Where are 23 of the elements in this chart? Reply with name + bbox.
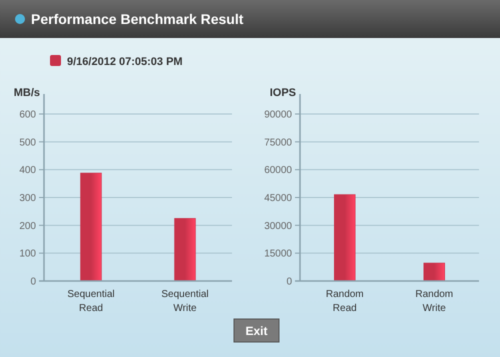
y-tick-label: 200 <box>19 220 36 232</box>
y-tick-label: 0 <box>286 276 292 288</box>
y-tick-label: 60000 <box>264 165 292 176</box>
y-tick-label: 400 <box>19 165 36 176</box>
text: Exit <box>245 324 268 338</box>
x-tick-label: Sequential Read <box>67 289 115 314</box>
y-tick-label: 100 <box>19 248 36 260</box>
y-tick-label: 500 <box>19 137 36 148</box>
y-tick-label: 15000 <box>264 248 292 260</box>
y-axis-title: IOPS <box>270 87 296 99</box>
y-tick-label: 0 <box>30 276 36 288</box>
x-tick-label: Sequential Write <box>161 289 209 314</box>
chart-title: Performance Benchmark Result <box>31 11 244 27</box>
y-tick-label: 90000 <box>264 110 292 120</box>
y-axis-title: MB/s <box>14 87 40 99</box>
y-tick-label: 600 <box>19 110 36 120</box>
x-tick-label: Random Write <box>415 289 454 314</box>
y-tick-label: 30000 <box>264 220 292 232</box>
x-tick-label: Random Read <box>326 289 364 314</box>
y-tick-label: 300 <box>19 193 36 204</box>
y-tick-label: 45000 <box>264 193 292 204</box>
legend-label: 9/16/2012 07:05:03 PM <box>67 56 183 68</box>
y-tick-label: 75000 <box>264 137 292 148</box>
